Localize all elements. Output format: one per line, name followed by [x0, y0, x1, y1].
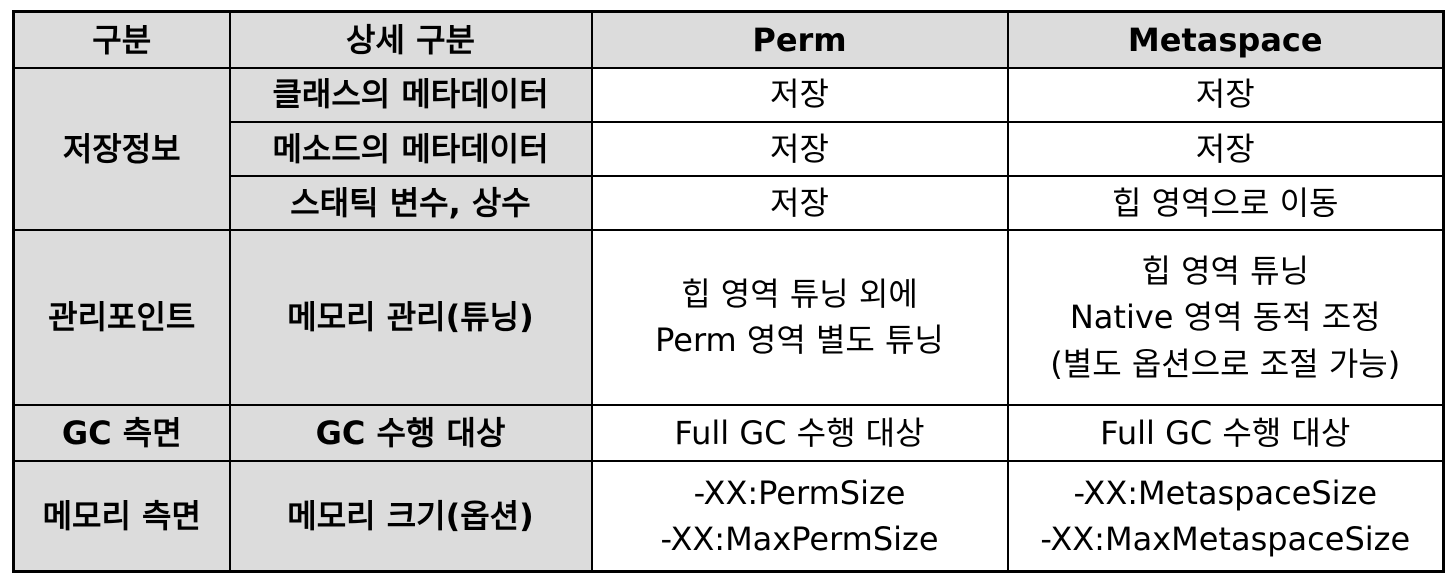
row-label-gc-target: GC 수행 대상	[228, 403, 593, 463]
table-row: 메소드의 메타데이터 저장 저장	[14, 120, 1445, 177]
row-label-method-meta: 메소드의 메타데이터	[228, 120, 593, 177]
table-row: 관리포인트 메모리 관리(튜닝) 힙 영역 튜닝 외에 Perm 영역 별도 튜…	[12, 229, 1445, 406]
cell-line: 저장	[770, 129, 829, 168]
header-metaspace: Metaspace	[1006, 10, 1445, 69]
row-label-class-meta: 클래스의 메타데이터	[228, 66, 593, 123]
table-row: 메모리 측면 메모리 크기(옵션) -XX:PermSize -XX:MaxPe…	[12, 460, 1445, 573]
cell-meta-class-meta: 저장	[1006, 66, 1445, 123]
row-label-mem-size: 메모리 크기(옵션)	[228, 460, 593, 573]
cell-line: 저장	[1195, 75, 1255, 114]
cell-meta-tuning: 힙 영역 튜닝 Native 영역 동적 조정 (별도 옵션으로 조절 가능)	[1006, 229, 1445, 406]
table-row: 저장정보 클래스의 메타데이터 저장 저장	[12, 66, 1445, 232]
cell-line: Full GC 수행 대상	[674, 413, 925, 452]
perm-vs-metaspace-table: 구분 상세 구분 Perm Metaspace 저장정보 클래스의 메타데이터 …	[12, 10, 1445, 573]
cell-perm-tuning: 힙 영역 튜닝 외에 Perm 영역 별도 튜닝	[590, 229, 1009, 406]
cell-line: Full GC 수행 대상	[1100, 413, 1351, 452]
cell-line: 저장	[1195, 129, 1255, 168]
cell-line: 힙 영역 튜닝 외에	[681, 275, 918, 314]
cell-line: -XX:PermSize	[693, 473, 906, 512]
header-row: 구분 상세 구분 Perm Metaspace	[12, 10, 1445, 69]
cell-line: Perm 영역 별도 튜닝	[655, 321, 944, 360]
cell-perm-mem-size: -XX:PermSize -XX:MaxPermSize	[590, 460, 1009, 573]
cell-line: Native 영역 동적 조정	[1069, 298, 1381, 337]
group-memory: 메모리 측면	[12, 460, 231, 573]
cell-meta-method-meta: 저장	[1006, 120, 1445, 177]
row-label-tuning: 메모리 관리(튜닝)	[228, 229, 593, 406]
cell-perm-method-meta: 저장	[590, 120, 1009, 177]
cell-perm-class-meta: 저장	[590, 66, 1009, 123]
cell-line: 힙 영역 튜닝	[1141, 251, 1310, 290]
group-gc: GC 측면	[12, 403, 231, 463]
cell-line: 저장	[770, 75, 829, 114]
cell-line: 저장	[770, 183, 829, 222]
comparison-table-container: 구분 상세 구분 Perm Metaspace 저장정보 클래스의 메타데이터 …	[12, 10, 1445, 573]
cell-meta-mem-size: -XX:MetaspaceSize -XX:MaxMetaspaceSize	[1006, 460, 1445, 573]
cell-meta-gc-target: Full GC 수행 대상	[1006, 403, 1445, 463]
cell-line: -XX:MaxMetaspaceSize	[1040, 520, 1411, 558]
cell-line: (별도 옵션으로 조절 가능)	[1050, 344, 1401, 383]
cell-line: -XX:MetaspaceSize	[1073, 473, 1378, 512]
header-detail: 상세 구분	[228, 10, 593, 69]
cell-line: -XX:MaxPermSize	[660, 520, 939, 558]
cell-line: 힙 영역으로 이동	[1112, 183, 1339, 222]
group-management: 관리포인트	[12, 229, 231, 406]
header-perm: Perm	[590, 10, 1009, 69]
row-label-static-vars: 스태틱 변수, 상수	[228, 174, 593, 232]
cell-perm-gc-target: Full GC 수행 대상	[590, 403, 1009, 463]
header-category: 구분	[12, 10, 231, 69]
cell-meta-static-vars: 힙 영역으로 이동	[1006, 174, 1445, 232]
group-storage: 저장정보	[12, 66, 231, 232]
cell-perm-static-vars: 저장	[590, 174, 1009, 232]
table-row: 스태틱 변수, 상수 저장 힙 영역으로 이동	[14, 174, 1445, 232]
table-row: GC 측면 GC 수행 대상 Full GC 수행 대상 Full GC 수행 …	[12, 403, 1445, 463]
